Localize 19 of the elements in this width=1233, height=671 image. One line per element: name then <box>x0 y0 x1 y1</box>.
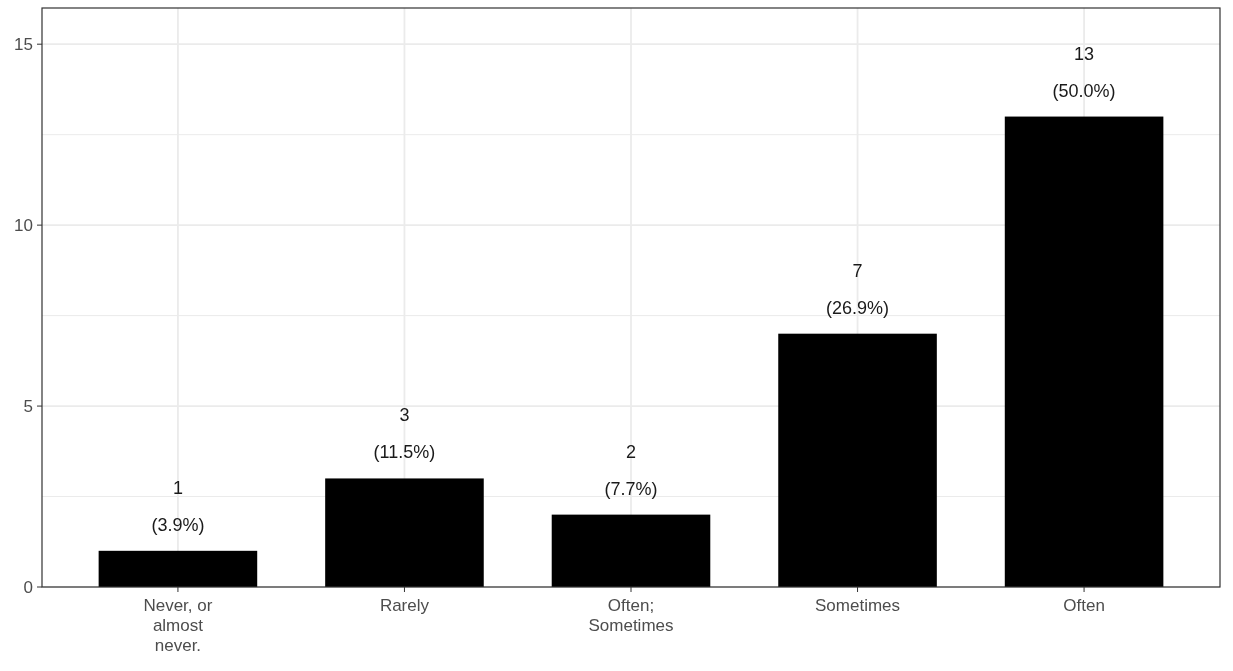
y-tick-label: 0 <box>23 577 33 597</box>
x-tick-label: Rarely <box>379 596 430 615</box>
y-tick-label: 15 <box>14 35 33 55</box>
bar <box>778 333 937 587</box>
y-tick-label: 5 <box>23 397 33 417</box>
x-tick-label: Never, or almost never. <box>143 596 213 655</box>
x-tick-label: Sometimes <box>815 596 901 615</box>
bar <box>325 478 484 587</box>
data-label: 7 (26.9%) <box>826 260 890 318</box>
x-tick-label: Often <box>1063 596 1105 615</box>
x-tick-label: Often; Sometimes <box>588 596 674 635</box>
y-tick-label: 10 <box>14 216 33 236</box>
data-label: 2 (7.7%) <box>604 441 658 499</box>
data-label: 3 (11.5%) <box>373 405 436 463</box>
bar <box>1004 116 1164 587</box>
data-label: 1 (3.9%) <box>151 477 205 535</box>
bar <box>98 550 258 587</box>
bar <box>551 514 711 587</box>
data-label: 13 (50.0%) <box>1052 43 1116 101</box>
